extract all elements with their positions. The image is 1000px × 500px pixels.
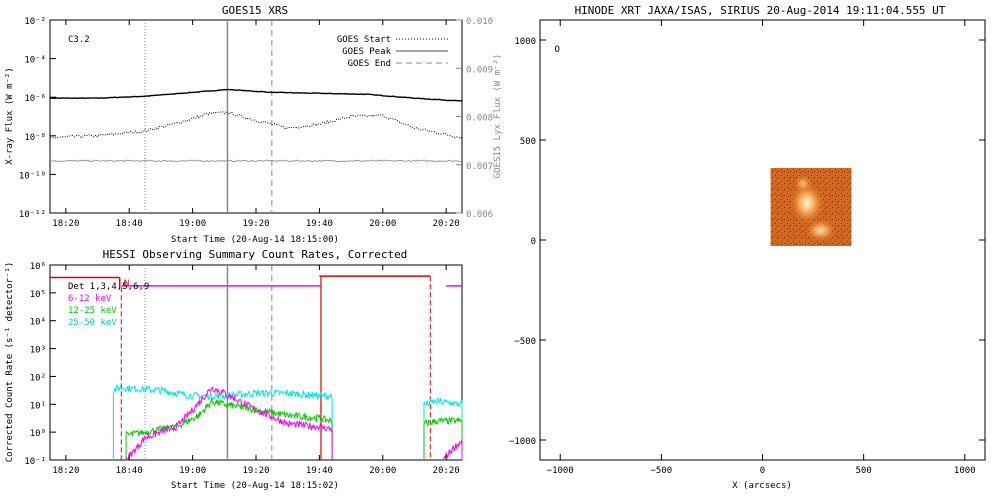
- hessi-xtick-label: 19:40: [306, 466, 333, 476]
- goes-xtick-label: 20:00: [369, 219, 396, 229]
- goes-ytick-label: 10⁻²: [24, 17, 46, 27]
- goes-ytick-label: 10⁻⁶: [24, 94, 46, 104]
- hessi-plot-area: N: [50, 265, 463, 461]
- goes-class-label: C3.2: [68, 35, 90, 45]
- hessi-series-25-50-kev: [112, 384, 333, 460]
- goes-y2tick-label: 0.009: [466, 65, 493, 75]
- goes-ytick-label: 10⁻⁸: [24, 133, 46, 143]
- xrt-ytick-label: −1000: [509, 437, 536, 447]
- hessi-ytick-label: 10³: [30, 346, 46, 356]
- xrt-bright-loop: [804, 218, 837, 243]
- hessi-xtick-label: 20:00: [369, 466, 396, 476]
- goes-y2tick-label: 0.006: [466, 210, 493, 220]
- hessi-xtick-label: 19:20: [242, 466, 269, 476]
- goes-ytick-label: 10⁻⁴: [24, 56, 46, 66]
- goes-xlabel: Start Time (20-Aug-14 18:15:00): [171, 235, 339, 245]
- hessi-series-25-50-kev-late-: [423, 396, 463, 460]
- xrt-marker-label: O: [554, 45, 559, 55]
- xrt-axes: −1000 −500 0 500 1000 1000 500 0 −500 −1000: [509, 20, 985, 476]
- xrt-ytick-label: −500: [514, 337, 536, 347]
- hessi-frame: [49, 264, 463, 461]
- legend-goes-start: GOES Start: [337, 35, 391, 45]
- hessi-xtick-label: 19:00: [179, 466, 206, 476]
- goes-series-Lyx: [50, 159, 463, 163]
- goes-axes: 18:20 18:40 19:00 19:20 19:40 20:00 20:20 10⁻² 1…: [19, 17, 493, 229]
- xrt-bright-top: [793, 174, 813, 193]
- goes-legend: GOES Start GOES Peak GOES End: [337, 35, 448, 69]
- hessi-panel: HESSI Observing Summary Count Rates, Cor…: [5, 248, 463, 491]
- hessi-xtick-label: 18:40: [116, 466, 143, 476]
- goes-y2tick-label: 0.008: [466, 114, 493, 124]
- goes-ytick-label: 10⁻¹²: [19, 210, 46, 220]
- hessi-ylabel: Corrected Count Rate (s⁻¹ detector⁻¹): [5, 262, 15, 462]
- xrt-xtick-label: 500: [856, 466, 872, 476]
- goes-panel: GOES15 XRS C3.2 GOES Start GOES Peak GOE…: [5, 4, 503, 245]
- hessi-legend: Det 1,3,4,5,6,9 6-12 keV 12-25 keV 25-50…: [68, 282, 149, 328]
- xrt-xtick-label: −500: [651, 466, 673, 476]
- xrt-xtick-label: −1000: [547, 466, 574, 476]
- xrt-xtick-label: 1000: [954, 466, 976, 476]
- hessi-series-12-25-kev-late-: [423, 415, 463, 460]
- goes-ylabel-right: GOES15 Lyx Flux (W m⁻²): [493, 54, 503, 179]
- xrt-plot-area: O: [554, 45, 852, 246]
- xrt-ytick-label: 1000: [514, 37, 536, 47]
- hessi-series-6-12-kev: [125, 386, 333, 461]
- xrt-xtick-label: 0: [760, 466, 765, 476]
- xrt-frame: [539, 19, 986, 461]
- goes-series-high-energy: [49, 111, 463, 140]
- goes-xtick-label: 18:20: [52, 219, 79, 229]
- goes-title: GOES15 XRS: [222, 4, 288, 17]
- goes-series-low-energy: [49, 88, 462, 102]
- hessi-ytick-label: 10¹: [30, 401, 46, 411]
- goes-plot-area: [49, 20, 463, 213]
- goes-xtick-label: 18:40: [116, 219, 143, 229]
- hessi-ytick-label: 10⁵: [30, 290, 46, 300]
- hessi-ytick-label: 10⁰: [30, 429, 46, 439]
- hessi-title: HESSI Observing Summary Count Rates, Cor…: [103, 248, 408, 261]
- legend-det: Det 1,3,4,5,6,9: [68, 282, 149, 292]
- goes-ytick-label: 10⁻¹⁰: [19, 171, 46, 181]
- hessi-series-6-12-kev-late-: [442, 439, 463, 461]
- goes-y2tick-label: 0.010: [466, 17, 493, 27]
- hessi-ytick-label: 10²: [30, 373, 46, 383]
- hessi-ytick-label: 10⁶: [30, 262, 46, 272]
- hessi-series-12-25-kev: [125, 398, 333, 460]
- goes-ylabel: X-ray Flux (W m⁻²): [5, 67, 15, 165]
- goes-xtick-label: 19:00: [179, 219, 206, 229]
- hessi-flag-label: N: [124, 279, 129, 289]
- hessi-xlabel: Start Time (20-Aug-14 18:15:02): [171, 481, 339, 491]
- xrt-panel: HINODE XRT JAXA/ISAS, SIRIUS 20-Aug-2014…: [509, 4, 986, 491]
- hessi-xtick-label: 18:20: [52, 466, 79, 476]
- hessi-ytick-label: 10⁻¹: [24, 457, 46, 467]
- goes-frame: [49, 19, 463, 214]
- hessi-xtick-label: 20:20: [433, 466, 460, 476]
- legend-goes-peak: GOES Peak: [342, 47, 391, 57]
- xrt-ytick-label: 0: [531, 237, 536, 247]
- hessi-ytick-label: 10⁴: [30, 318, 46, 328]
- goes-xtick-label: 20:20: [433, 219, 460, 229]
- legend-6-12: 6-12 keV: [68, 294, 112, 304]
- xrt-bright-core: [789, 181, 825, 225]
- legend-goes-end: GOES End: [348, 59, 391, 69]
- goes-xtick-label: 19:40: [306, 219, 333, 229]
- goes-xtick-label: 19:20: [242, 219, 269, 229]
- xrt-ytick-label: 500: [520, 137, 536, 147]
- xrt-title: HINODE XRT JAXA/ISAS, SIRIUS 20-Aug-2014…: [575, 4, 946, 17]
- legend-25-50: 25-50 keV: [68, 318, 117, 328]
- hessi-axes: 18:20 18:40 19:00 19:20 19:40 20:00 20:20 10⁶ 10…: [24, 262, 459, 476]
- xrt-xlabel: X (arcsecs): [732, 481, 792, 491]
- goes-y2tick-label: 0.007: [466, 162, 493, 172]
- legend-12-25: 12-25 keV: [68, 306, 117, 316]
